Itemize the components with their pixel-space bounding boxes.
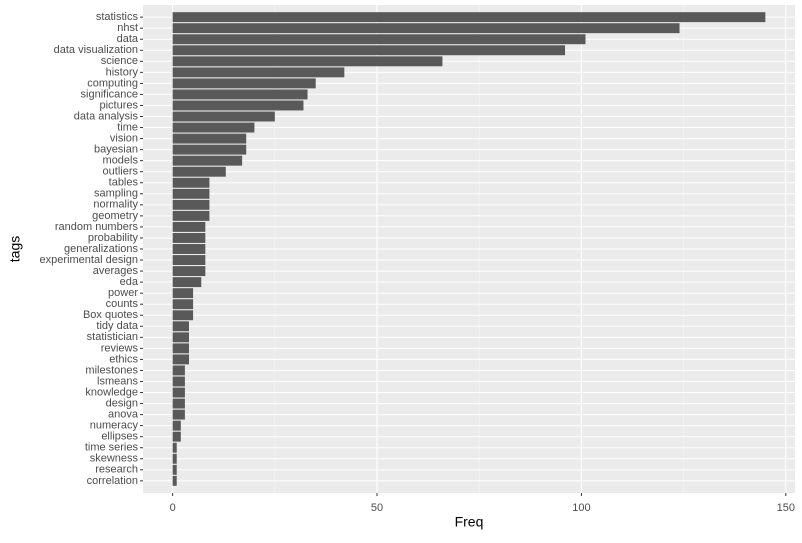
bar — [172, 409, 185, 420]
bar — [172, 122, 255, 133]
y-tick-label: design — [106, 397, 138, 409]
y-tick-label: time — [117, 121, 138, 133]
bar — [172, 442, 177, 453]
y-tick-label: power — [108, 287, 138, 299]
bar — [172, 155, 243, 166]
y-tick-label: experimental design — [40, 254, 138, 266]
bar — [172, 144, 247, 155]
bar — [172, 475, 177, 486]
y-tick-label: probability — [88, 232, 139, 244]
bar — [172, 321, 189, 332]
y-tick-label: eda — [120, 276, 139, 288]
bar — [172, 464, 177, 475]
bar — [172, 12, 766, 23]
y-tick-label: generalizations — [64, 243, 138, 255]
x-tick-label: 50 — [371, 502, 383, 514]
y-tick-label: milestones — [85, 364, 138, 376]
y-tick-label: counts — [106, 298, 139, 310]
bar — [172, 188, 210, 199]
bar — [172, 387, 185, 398]
x-tick-label: 150 — [777, 502, 795, 514]
bar — [172, 210, 210, 221]
y-tick-label: bayesian — [94, 144, 138, 156]
y-tick-label: pictures — [99, 99, 138, 111]
y-tick-label: normality — [93, 199, 138, 211]
bar — [172, 78, 316, 89]
y-tick-label: tidy data — [96, 320, 138, 332]
bar — [172, 133, 247, 144]
bar — [172, 343, 189, 354]
bar — [172, 431, 181, 442]
bar — [172, 34, 586, 45]
y-tick-label: models — [103, 155, 139, 167]
y-tick-label: skewness — [90, 453, 139, 465]
y-tick-label: data visualization — [54, 44, 138, 56]
bar — [172, 232, 206, 243]
bar — [172, 23, 680, 34]
bar — [172, 199, 210, 210]
y-tick-label: ellipses — [101, 431, 138, 443]
y-tick-label: numeracy — [90, 420, 139, 432]
bar — [172, 288, 194, 299]
bar — [172, 420, 181, 431]
y-tick-label: tables — [109, 177, 139, 189]
y-tick-label: knowledge — [85, 386, 138, 398]
bar — [172, 332, 189, 343]
bar — [172, 398, 185, 409]
y-tick-label: vision — [110, 132, 138, 144]
y-tick-label: data analysis — [74, 110, 139, 122]
bar — [172, 453, 177, 464]
y-tick-label: nhst — [117, 22, 138, 34]
y-tick-label: research — [95, 464, 138, 476]
y-tick-label: history — [106, 66, 139, 78]
bar — [172, 111, 275, 122]
bars — [172, 12, 766, 486]
bar — [172, 244, 206, 254]
y-tick-label: significance — [81, 88, 138, 100]
y-tick-label: averages — [93, 265, 139, 277]
y-tick-label: outliers — [103, 166, 139, 178]
x-tick-label: 0 — [170, 502, 176, 514]
y-tick-label: reviews — [101, 342, 139, 354]
x-axis-title: Freq — [455, 514, 484, 530]
bar — [172, 376, 185, 387]
bar — [172, 67, 345, 78]
bar — [172, 89, 308, 100]
bar — [172, 255, 206, 266]
y-axis-title: tags — [7, 236, 23, 262]
y-tick-label: anova — [108, 409, 139, 421]
bar — [172, 354, 189, 365]
y-tick-label: Box quotes — [83, 309, 139, 321]
y-tick-label: computing — [87, 77, 138, 89]
bar — [172, 299, 194, 310]
y-tick-label: science — [101, 55, 138, 67]
bar — [172, 221, 206, 232]
bar — [172, 177, 210, 188]
y-tick-label: statistician — [87, 331, 138, 343]
y-tick-label: lsmeans — [97, 375, 138, 387]
bar — [172, 56, 443, 67]
y-tick-label: random numbers — [55, 221, 139, 233]
bar — [172, 166, 226, 177]
bar — [172, 365, 185, 376]
y-tick-label: geometry — [92, 210, 138, 222]
y-tick-label: correlation — [87, 475, 138, 487]
bar — [172, 277, 202, 288]
bar — [172, 310, 194, 321]
y-tick-label: statistics — [96, 11, 139, 23]
y-tick-label: time series — [85, 442, 139, 454]
y-tick-label: data — [117, 33, 139, 45]
bar — [172, 100, 304, 111]
x-tick-label: 100 — [572, 502, 590, 514]
bar — [172, 266, 206, 277]
y-tick-label: sampling — [94, 188, 138, 200]
y-tick-label: ethics — [109, 353, 138, 365]
bar — [172, 45, 566, 56]
